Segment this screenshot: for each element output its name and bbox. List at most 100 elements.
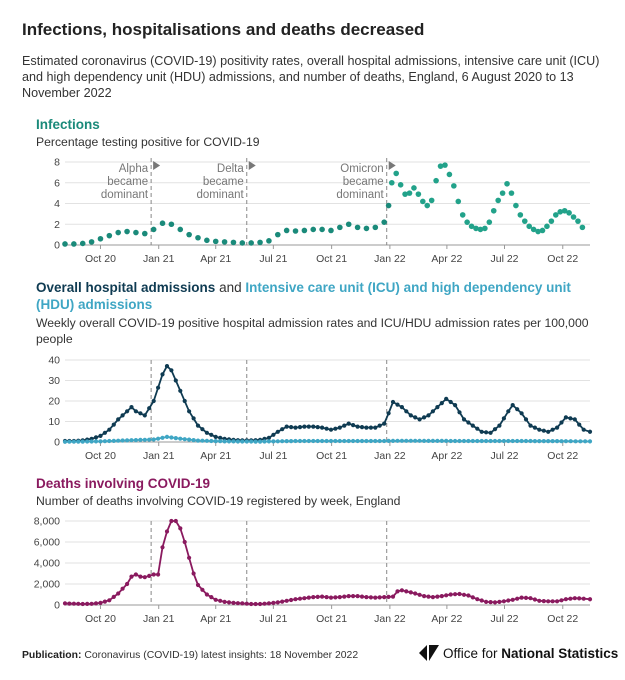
- infection-point: [319, 226, 325, 233]
- icu-point: [488, 438, 493, 444]
- icu-point: [563, 439, 569, 444]
- deaths-point: [426, 594, 431, 599]
- deaths-point: [324, 595, 329, 600]
- deaths-point: [266, 601, 271, 606]
- hospital-point: [568, 416, 573, 421]
- infection-point: [535, 228, 541, 235]
- infection-point: [411, 185, 417, 191]
- icu-point: [187, 437, 192, 442]
- icu-point: [195, 438, 201, 443]
- hospital-point: [297, 425, 303, 430]
- hospital-point: [453, 403, 458, 408]
- deaths-point: [116, 591, 121, 596]
- hospital-point: [93, 435, 99, 440]
- hospital-point: [293, 425, 298, 430]
- hospital-title-overall: Overall hospital admissions: [36, 280, 216, 295]
- infections-x-tick-label: Apr 21: [200, 253, 231, 265]
- hospital-point: [382, 421, 387, 426]
- deaths-point: [284, 598, 289, 603]
- hospital-point: [116, 417, 121, 422]
- hospital-title-icu: Intensive care unit (ICU) and high depen…: [245, 280, 571, 295]
- icu-point: [390, 438, 396, 443]
- variant-annotation-text: dominant: [196, 189, 244, 201]
- deaths-point: [231, 600, 236, 606]
- infection-point: [274, 231, 281, 238]
- deaths-point: [355, 594, 360, 599]
- deaths-point: [359, 594, 365, 599]
- icu-point: [178, 436, 183, 441]
- hospital-point: [417, 417, 422, 422]
- icu-point: [364, 438, 369, 444]
- icu-point: [275, 439, 280, 444]
- variant-marker-icon: [248, 161, 256, 170]
- icu-point: [382, 438, 387, 444]
- hospital-point: [386, 411, 391, 416]
- deaths-point: [333, 595, 338, 600]
- deaths-point: [271, 600, 276, 606]
- deaths-x-tick-label: Oct 20: [85, 613, 116, 625]
- deaths-point: [470, 595, 475, 600]
- icu-point: [289, 439, 294, 444]
- hospital-point: [324, 426, 329, 431]
- infection-point: [266, 238, 272, 244]
- infection-point: [561, 207, 568, 214]
- hospital-y-tick-label: 30: [48, 375, 60, 387]
- infection-point: [141, 230, 148, 237]
- hospital-point: [102, 430, 107, 435]
- deaths-point: [466, 593, 471, 598]
- icu-point: [240, 439, 245, 444]
- deaths-point: [289, 597, 294, 603]
- hospital-point: [581, 427, 586, 432]
- deaths-point: [133, 572, 138, 577]
- deaths-point: [342, 594, 347, 599]
- infection-point: [212, 238, 219, 245]
- infection-point: [62, 241, 68, 247]
- infection-point: [372, 224, 379, 231]
- icu-point: [98, 439, 103, 444]
- deaths-point: [138, 574, 143, 579]
- ons-logo[interactable]: Office for National Statistics: [419, 645, 618, 661]
- icu-point: [85, 439, 90, 444]
- deaths-point: [328, 595, 334, 600]
- deaths-point: [195, 582, 201, 588]
- hospital-title-and: and: [215, 280, 246, 295]
- icu-point: [102, 439, 107, 444]
- icu-point: [320, 438, 325, 444]
- hospital-point: [182, 398, 187, 404]
- variant-annotation-text: became: [107, 176, 148, 188]
- hospital-point: [191, 416, 196, 421]
- icu-point: [67, 439, 72, 444]
- deaths-point: [435, 594, 440, 599]
- deaths-point: [76, 601, 81, 606]
- deaths-point: [563, 597, 569, 602]
- deaths-point: [555, 599, 560, 604]
- hospital-point: [120, 413, 125, 418]
- icu-point: [501, 438, 506, 444]
- infection-point: [71, 241, 77, 247]
- hospital-point: [479, 429, 484, 434]
- icu-point: [160, 435, 165, 440]
- footer-publication: Publication: Coronavirus (COVID-19) late…: [22, 650, 358, 661]
- infection-point: [566, 210, 572, 216]
- icu-point: [151, 437, 156, 442]
- icu-point: [164, 434, 170, 439]
- infection-point: [557, 209, 564, 215]
- icu-point: [484, 438, 489, 444]
- icu-point: [417, 438, 422, 443]
- deaths-point: [235, 601, 240, 606]
- deaths-point: [111, 594, 116, 600]
- icu-point: [93, 439, 99, 444]
- hospital-point: [466, 420, 471, 425]
- infection-point: [257, 239, 263, 246]
- infection-point: [446, 171, 453, 178]
- deaths-point: [422, 594, 427, 599]
- icu-point: [346, 438, 351, 444]
- icu-point: [125, 438, 130, 443]
- icu-point: [355, 438, 360, 444]
- deaths-point: [523, 595, 529, 601]
- infection-point: [482, 225, 488, 232]
- hospital-point: [187, 409, 192, 414]
- infection-point: [79, 240, 86, 247]
- hospital-point: [515, 407, 520, 412]
- infection-point: [292, 228, 299, 234]
